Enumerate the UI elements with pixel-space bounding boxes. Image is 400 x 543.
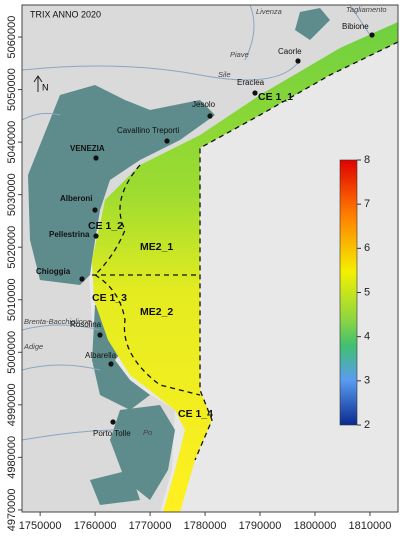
y-tick-label: 4980000 [6,436,18,479]
place-label: Rosolina [70,320,102,329]
map-area [22,5,398,512]
colorbar-tick-label: 3 [364,375,370,387]
zone-boundaries [92,41,398,461]
place-dot [252,90,258,96]
y-tick-label: 5020000 [6,226,18,269]
colorbar-tick-label: 5 [364,286,370,298]
colorbar [339,159,358,426]
river-label: Piave [230,50,249,59]
place-dot [108,361,114,367]
place-dot [369,32,375,38]
north-arrow: N [33,75,49,92]
y-tick-label: 5010000 [6,278,18,321]
x-tick-label: 1780000 [184,520,227,532]
y-tick-label: 5060000 [6,16,18,59]
y-tick-label: 5040000 [6,121,18,164]
place-dot [93,155,99,161]
zone-label: ME2_1 [140,241,173,253]
y-tick-label: 5050000 [6,68,18,111]
place-dot [97,332,103,338]
river-label: Adige [23,342,43,351]
place-dot [110,419,116,425]
place-dot [93,233,99,239]
x-tick-label: 1800000 [294,520,337,532]
river-label: Brenta-Bacchiglione [24,317,91,326]
x-tick-label: 1790000 [239,520,282,532]
x-tick-label: 1750000 [19,520,62,532]
river-label: Po [143,428,152,437]
place-dot [295,58,301,64]
river-label: Sile [218,70,231,79]
place-label: Albarella [85,351,117,360]
trix-water [92,22,398,512]
place-label: Pellestrina [49,230,90,239]
y-tick-label: 4970000 [6,488,18,531]
place-label: Caorle [278,47,302,56]
zone-label: ME2_2 [140,306,173,318]
plot-frame [21,4,399,513]
north-arrow-head [33,75,43,83]
river-label: Livenza [256,7,282,16]
north-label: N [42,82,49,92]
y-tick-label: 5030000 [6,173,18,216]
x-tick-label: 1810000 [349,520,392,532]
place-label: Cavallino Treporti [117,126,179,135]
place-label: Bibione [342,22,369,31]
colorbar-tick-label: 2 [364,419,370,431]
river-label: Tagliamento [346,5,387,14]
place-label: Porto Tolle [93,429,131,438]
y-tick-label: 5000000 [6,331,18,374]
colorbar-tick-label: 8 [364,154,370,166]
x-tick-label: 1760000 [74,520,117,532]
place-dot [164,138,170,144]
place-label: Eraclea [237,78,265,87]
zone-label: CE 1_4 [178,408,213,420]
rivers-lines [22,5,371,441]
place-dot [92,207,98,213]
place-label: Chioggia [36,267,71,276]
map-title: TRIX ANNO 2020 [30,9,101,19]
colorbar-tick-label: 4 [364,331,370,343]
colorbar-tick-label: 6 [364,242,370,254]
place-dot [207,113,213,119]
place-label: Alberoni [60,194,92,203]
colorbar-tick-label: 7 [364,198,370,210]
y-tick-label: 4990000 [6,383,18,426]
x-tick-label: 1770000 [129,520,172,532]
place-label: Jesolo [192,100,216,109]
zone-label: CE 1_2 [88,220,123,232]
zone-label: CE 1_1 [258,91,293,103]
place-label: VENEZIA [70,144,105,153]
zone-label: CE 1_3 [92,292,127,304]
place-dot [79,276,85,282]
